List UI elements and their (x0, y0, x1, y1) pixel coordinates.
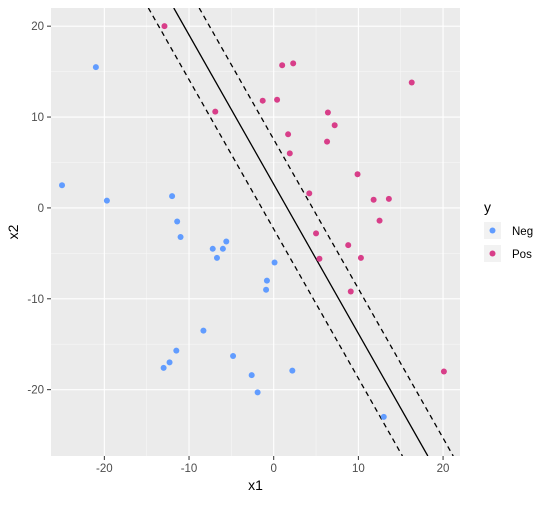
axis-ticks (47, 25, 444, 460)
point-pos (370, 196, 377, 203)
point-neg (174, 218, 181, 225)
major-gridlines (51, 8, 460, 456)
point-pos (290, 60, 297, 67)
x-axis-label: x1 (248, 477, 263, 493)
point-pos (324, 109, 331, 116)
point-pos (357, 254, 364, 261)
plot-panel (51, 8, 460, 456)
y-tick-label: 10 (31, 112, 44, 124)
point-pos (324, 138, 331, 145)
point-pos (274, 96, 281, 103)
point-neg (169, 193, 176, 200)
point-neg (248, 372, 255, 379)
x-tick-label: -10 (181, 463, 198, 475)
margin-line (147, 8, 403, 456)
legend-label-pos: Pos (512, 249, 532, 261)
point-pos (408, 79, 415, 86)
point-neg (213, 254, 220, 261)
y-axis-label: x2 (5, 224, 21, 239)
point-neg (166, 359, 173, 366)
point-pos (212, 108, 219, 115)
point-pos (286, 150, 293, 157)
point-neg (380, 413, 387, 420)
point-neg (289, 367, 296, 374)
point-neg (254, 389, 261, 396)
point-neg (173, 347, 180, 354)
point-neg (160, 364, 167, 371)
point-pos (285, 131, 292, 138)
point-pos (345, 242, 352, 249)
decision-boundary-lines (147, 8, 454, 456)
point-neg (200, 327, 207, 334)
y-tick-label: -10 (27, 294, 44, 306)
margin-line (198, 8, 454, 456)
point-pos (279, 62, 286, 69)
point-pos (354, 171, 361, 178)
y-tick-label: -20 (27, 385, 44, 397)
boundary-line (173, 8, 429, 456)
x-tick-label: 20 (437, 463, 450, 475)
point-pos (259, 97, 266, 104)
point-pos (306, 190, 313, 197)
x-tick-label: -20 (96, 463, 113, 475)
data-points (59, 23, 447, 420)
point-pos (440, 368, 447, 375)
tick-labels: -20 -10 0 10 20 -20 -10 0 10 20 (27, 21, 449, 475)
legend-key-neg (489, 227, 496, 234)
point-pos (161, 23, 168, 30)
y-tick-label: 0 (38, 203, 44, 215)
point-neg (103, 197, 110, 204)
point-neg (223, 238, 230, 245)
point-pos (376, 217, 383, 224)
x-tick-label: 0 (271, 463, 277, 475)
point-pos (347, 288, 354, 295)
point-pos (331, 122, 338, 129)
legend-title: y (484, 199, 491, 215)
point-neg (271, 259, 278, 266)
point-neg (59, 182, 66, 189)
point-neg (219, 245, 226, 252)
point-pos (385, 195, 392, 202)
legend-label-neg: Neg (512, 226, 533, 238)
x-tick-label: 10 (352, 463, 365, 475)
point-neg (209, 245, 216, 252)
point-neg (177, 233, 184, 240)
point-neg (263, 286, 270, 293)
point-pos (313, 230, 320, 237)
point-pos (316, 255, 323, 262)
point-neg (230, 353, 237, 360)
legend-key-pos (489, 250, 496, 257)
point-neg (263, 277, 270, 284)
legend: y Neg Pos (484, 199, 533, 262)
y-tick-label: 20 (31, 21, 44, 33)
point-neg (92, 64, 99, 71)
